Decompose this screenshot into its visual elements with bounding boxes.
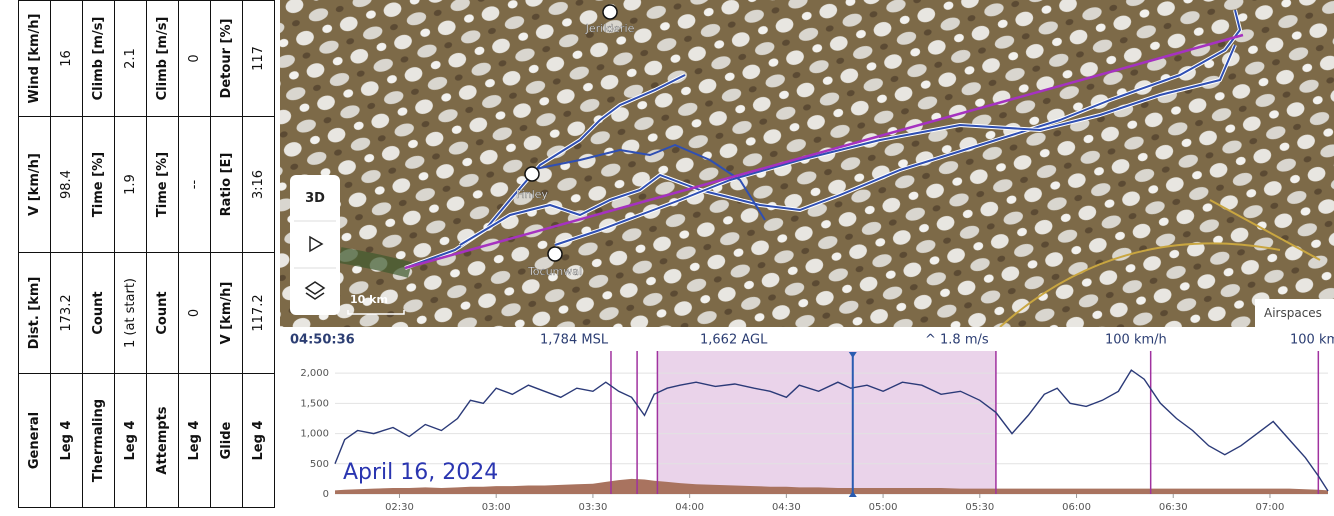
y-tick-label: 1,500	[300, 398, 329, 409]
table-cell: Leg 4	[115, 374, 147, 508]
x-tick-label: 03:00	[482, 502, 511, 513]
x-tick-label: 04:30	[772, 502, 801, 513]
table-cell: V [km/h]	[211, 253, 243, 374]
x-tick-label: 04:00	[675, 502, 704, 513]
table-cell: Climb [m/s]	[147, 1, 179, 117]
y-tick-label: 2,000	[300, 368, 329, 379]
waypoint[interactable]	[525, 167, 539, 181]
table-cell: 3:16	[243, 117, 275, 253]
date-annotation: April 16, 2024	[343, 460, 498, 485]
table-cell: 0	[179, 253, 211, 374]
header-value: 100 km/h	[1105, 333, 1167, 348]
header-value: 1,662 AGL	[700, 333, 768, 348]
scale-label: 10 km	[350, 293, 388, 306]
header-value: 100 km/h	[1290, 333, 1334, 348]
table-cell: Detour [%]	[211, 1, 243, 117]
x-tick-label: 06:30	[1159, 502, 1188, 513]
page: GeneralDist. [km]V [km/h]Wind [km/h]Leg …	[0, 0, 1334, 516]
3d-label: 3D	[305, 191, 325, 206]
table-cell: Wind [km/h]	[19, 1, 51, 117]
table-cell: General	[19, 374, 51, 508]
x-tick-label: 05:00	[869, 502, 898, 513]
table-cell: 2.1	[115, 1, 147, 117]
header-bar	[280, 327, 1334, 351]
x-tick-label: 03:30	[579, 502, 608, 513]
header-value: 04:50:36	[290, 333, 355, 348]
table-cell: Count	[83, 253, 115, 374]
highlight-region	[657, 351, 996, 494]
table-cell: Dist. [km]	[19, 253, 51, 374]
x-tick-label: 02:30	[385, 502, 414, 513]
map: Jerilderie Finley Tocumwal 3D 10 km Airs…	[280, 0, 1334, 327]
table-cell: Attempts	[147, 374, 179, 508]
place-label: Finley	[516, 188, 548, 201]
place-label: Tocumwal	[527, 265, 582, 278]
table-cell: 117	[243, 1, 275, 117]
header-value: 1,784 MSL	[540, 333, 609, 348]
airspaces-label: Airspaces	[1264, 306, 1322, 320]
altitude-chart: 04:50:36 1,784 MSL 1,662 AGL ^ 1.8 m/s 100 k…	[280, 327, 1334, 516]
x-tick-label: 05:30	[965, 502, 994, 513]
table-cell: Ratio [E]	[211, 117, 243, 253]
table-cell: Leg 4	[51, 374, 83, 508]
place-label: Jerilderie	[585, 22, 635, 35]
y-tick-label: 0	[323, 489, 329, 500]
header-value: ^ 1.8 m/s	[925, 333, 989, 348]
table-cell: Glide	[211, 374, 243, 508]
table-cell: 1.9	[115, 117, 147, 253]
table-cell: 117.2	[243, 253, 275, 374]
table-cell: Leg 4	[243, 374, 275, 508]
table-cell: Leg 4	[179, 374, 211, 508]
table-cell: 98.4	[51, 117, 83, 253]
table-cell: Time [%]	[147, 117, 179, 253]
waypoint[interactable]	[603, 5, 617, 19]
table-cell: Thermaling	[83, 374, 115, 508]
table-cell: 173.2	[51, 253, 83, 374]
table-cell: 0	[179, 1, 211, 117]
x-tick-label: 07:00	[1256, 502, 1285, 513]
y-tick-label: 1,000	[300, 429, 329, 440]
table-cell: V [km/h]	[19, 117, 51, 253]
table-cell: Count	[147, 253, 179, 374]
table-cell: Climb [m/s]	[83, 1, 115, 117]
table-cell: Time [%]	[83, 117, 115, 253]
waypoint[interactable]	[548, 247, 562, 261]
table-cell: --	[179, 117, 211, 253]
x-tick-label: 06:00	[1062, 502, 1091, 513]
table-cell: 1 (at start)	[115, 253, 147, 374]
map-imagery	[280, 0, 1334, 327]
y-tick-label: 500	[310, 459, 329, 470]
table-cell: 16	[51, 1, 83, 117]
